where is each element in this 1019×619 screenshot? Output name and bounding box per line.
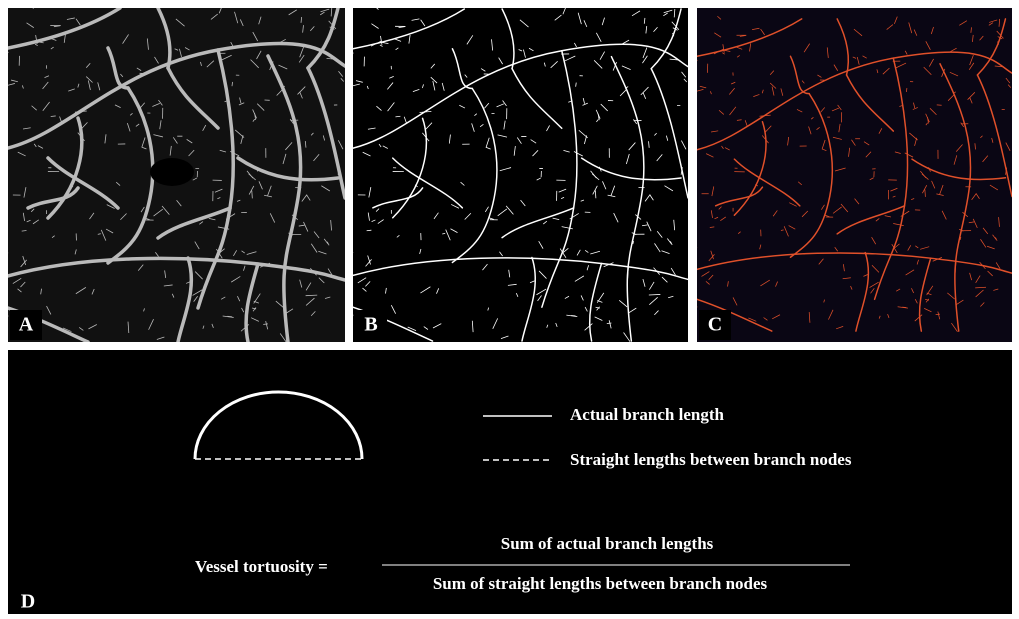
panel-a: A (3, 5, 345, 343)
legend-text: Straight lengths between branch nodes (570, 450, 852, 469)
panel-c: C (693, 8, 1012, 342)
panel-label: B (364, 314, 377, 336)
legend-text: Actual branch length (570, 405, 725, 424)
figure: A B C Actual branch length Straight leng… (0, 0, 1019, 619)
panel-label: C (708, 314, 722, 336)
formula-lhs: Vessel tortuosity = (195, 557, 328, 576)
panel-b: B (348, 6, 688, 342)
formula-numerator: Sum of actual branch lengths (501, 534, 714, 553)
panel-label: A (19, 314, 34, 336)
formula-denominator: Sum of straight lengths between branch n… (433, 574, 768, 593)
panel-label: D (21, 591, 35, 613)
panel-d: Actual branch length Straight lengths be… (8, 350, 1012, 614)
